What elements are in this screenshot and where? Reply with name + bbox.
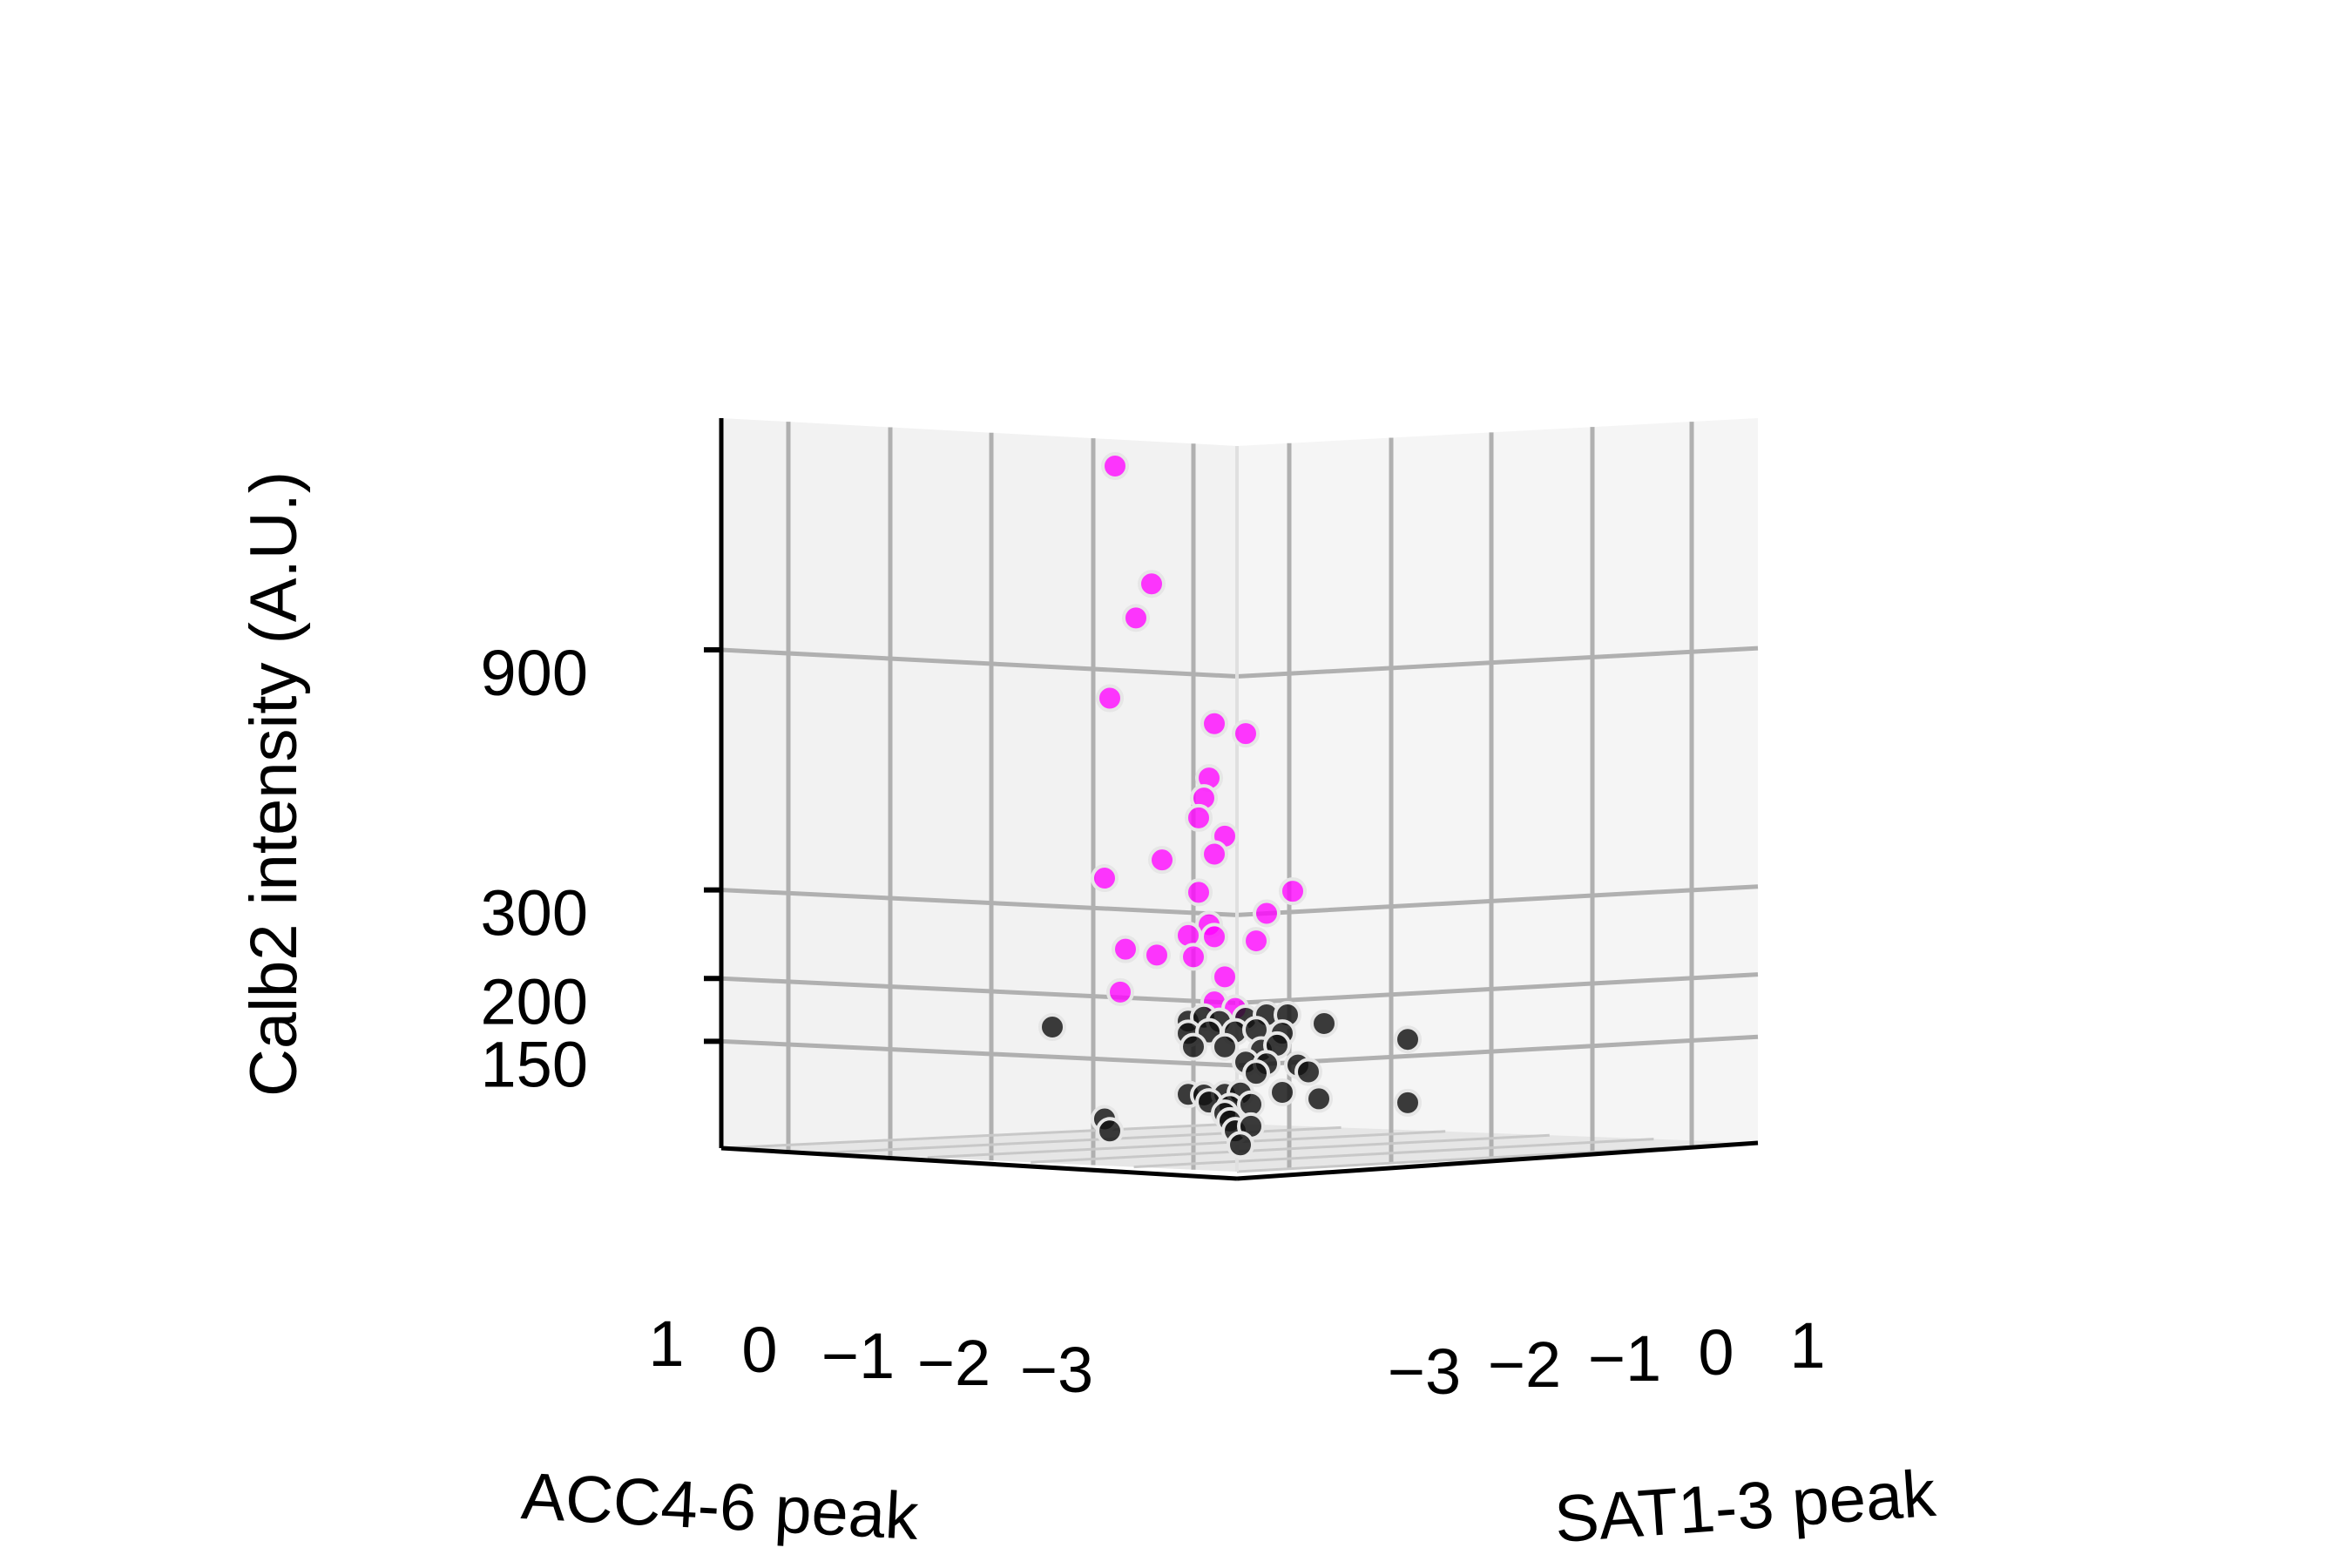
data-point-magenta <box>1106 977 1134 1006</box>
data-point-magenta <box>1200 840 1228 868</box>
data-point-black <box>1394 1088 1422 1117</box>
data-point-magenta <box>1096 684 1124 713</box>
data-point-magenta <box>1279 877 1307 906</box>
y-tick-label: −3 <box>1388 1335 1461 1408</box>
x-tick-label: 0 <box>741 1314 777 1386</box>
data-point-black <box>1179 1032 1207 1061</box>
data-points <box>1038 452 1422 1159</box>
y-tick-label: 0 <box>1698 1316 1734 1389</box>
data-point-black <box>1096 1117 1124 1146</box>
grid-line-floor <box>720 1122 1238 1150</box>
y-tick-label: −2 <box>1488 1328 1561 1401</box>
data-point-black <box>1242 1059 1270 1088</box>
grid-line-floor <box>1133 1138 1654 1169</box>
z-tick-label: 900 <box>481 637 588 709</box>
data-point-magenta <box>1200 709 1228 738</box>
data-point-magenta <box>1200 923 1228 951</box>
data-point-black <box>1294 1058 1322 1086</box>
data-point-black <box>1038 1013 1066 1042</box>
data-point-magenta <box>1179 943 1207 971</box>
data-point-magenta <box>1122 604 1150 632</box>
x-tick-label: −2 <box>917 1327 990 1399</box>
y-tick-labels: −3 −2 −1 0 1 <box>1388 1309 1826 1408</box>
y-tick-label: 1 <box>1789 1309 1825 1382</box>
data-point-black <box>1310 1009 1338 1037</box>
data-point-magenta <box>1185 803 1213 832</box>
y-axis-spine <box>1236 1140 1759 1181</box>
data-point-black <box>1305 1085 1333 1113</box>
z-tick-label: 200 <box>481 965 588 1037</box>
grid-line-floor <box>927 1130 1446 1159</box>
data-point-black <box>1268 1078 1296 1107</box>
x-tick-label: −1 <box>821 1320 895 1392</box>
x-axis-label: ACC4-6 peak <box>519 1459 921 1554</box>
z-tick-marks <box>704 647 721 1044</box>
data-point-magenta <box>1101 452 1129 481</box>
x-tick-labels: 1 0 −1 −2 −3 <box>648 1308 1093 1406</box>
y-tick-label: −1 <box>1588 1322 1661 1395</box>
data-point-magenta <box>1143 941 1171 970</box>
data-point-magenta <box>1242 927 1270 956</box>
data-point-magenta <box>1185 878 1213 907</box>
data-point-magenta <box>1211 963 1239 991</box>
x-axis-spine <box>720 1146 1238 1181</box>
data-point-black <box>1394 1025 1422 1054</box>
data-point-magenta <box>1232 720 1260 748</box>
data-point-magenta <box>1091 864 1119 893</box>
data-point-black <box>1211 1032 1239 1061</box>
x-tick-label: −3 <box>1020 1334 1093 1406</box>
z-tick-label: 150 <box>481 1028 588 1100</box>
data-point-magenta <box>1148 846 1176 875</box>
x-tick-label: 1 <box>648 1308 684 1380</box>
right-pane <box>1237 418 1758 1172</box>
y-axis-label: SAT1-3 peak <box>1552 1456 1939 1557</box>
data-point-black <box>1227 1131 1254 1159</box>
data-point-magenta <box>1112 935 1139 963</box>
data-point-magenta <box>1138 570 1166 598</box>
grid-line-floor <box>1031 1133 1550 1164</box>
data-point-magenta <box>1253 899 1281 928</box>
left-pane <box>721 418 1237 1172</box>
axis-spines <box>719 418 1759 1181</box>
z-tick-label: 300 <box>481 877 588 950</box>
z-axis-label: Calb2 intensity (A.U.) <box>237 471 311 1097</box>
